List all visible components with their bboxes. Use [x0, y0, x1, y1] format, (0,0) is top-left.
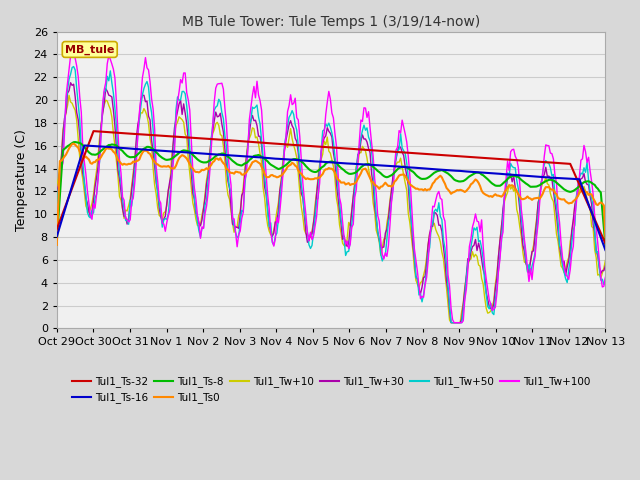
Legend: Tul1_Ts-32, Tul1_Ts-16, Tul1_Ts-8, Tul1_Ts0, Tul1_Tw+10, Tul1_Tw+30, Tul1_Tw+50,: Tul1_Ts-32, Tul1_Ts-16, Tul1_Ts-8, Tul1_… [68, 372, 595, 408]
Text: MB_tule: MB_tule [65, 44, 115, 55]
Y-axis label: Temperature (C): Temperature (C) [15, 129, 28, 231]
Title: MB Tule Tower: Tule Temps 1 (3/19/14-now): MB Tule Tower: Tule Temps 1 (3/19/14-now… [182, 15, 480, 29]
